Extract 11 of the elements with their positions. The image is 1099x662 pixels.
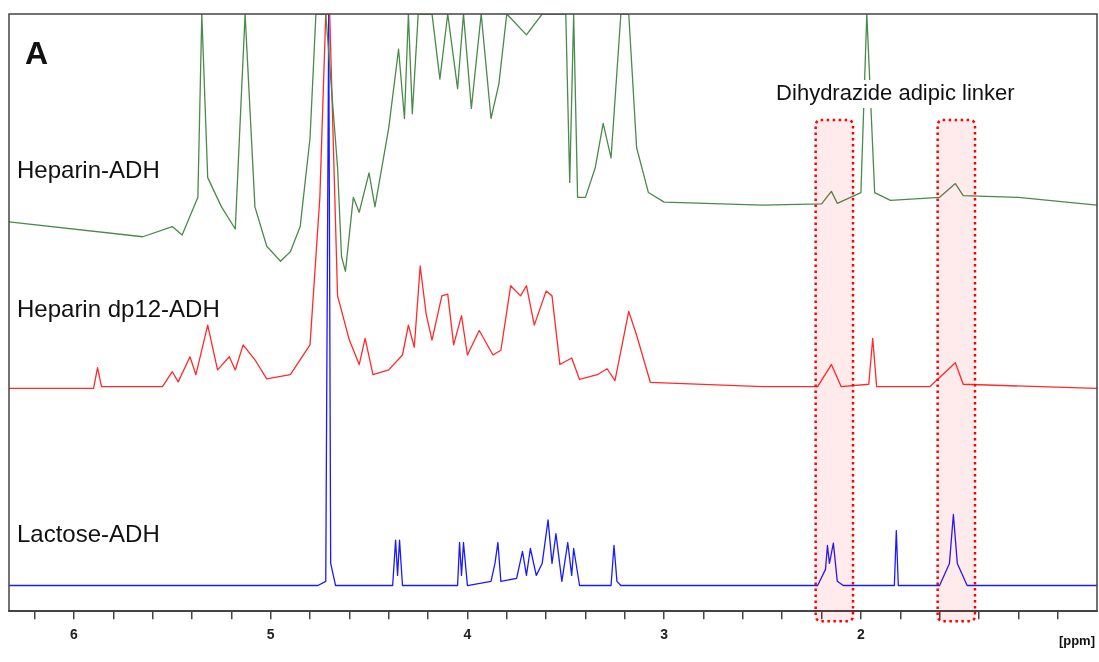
- series-label: Heparin-ADH: [17, 155, 160, 183]
- series-label: Heparin dp12-ADH: [17, 295, 220, 323]
- series-label: Lactose-ADH: [17, 519, 160, 547]
- x-tick-label: 4: [463, 626, 472, 643]
- x-tick-label: 3: [660, 626, 669, 643]
- annotation: Dihydrazide adipic linker: [776, 80, 1015, 105]
- x-tick-label: 5: [266, 626, 275, 643]
- x-tick-label: 6: [70, 626, 79, 643]
- x-tick-label: 2: [857, 626, 866, 643]
- annotation: A: [25, 35, 49, 71]
- x-axis-title: [ppm]: [1058, 632, 1095, 648]
